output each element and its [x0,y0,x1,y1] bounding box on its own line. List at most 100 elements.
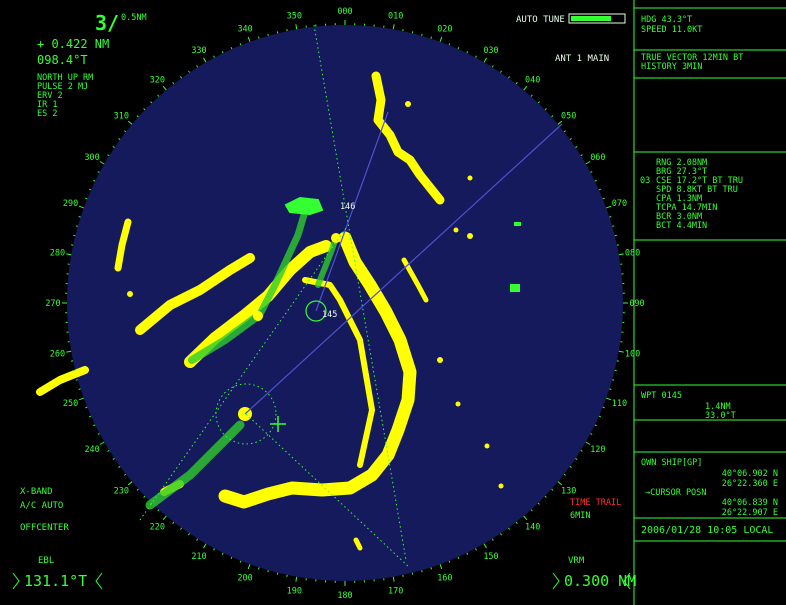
tick [295,24,298,30]
ebl-value: 131.1°T [24,572,87,590]
tick [295,576,298,582]
tick [515,82,518,85]
tick [97,171,100,173]
tick [466,51,469,54]
history: HISTORY 3MIN [641,62,702,72]
bearing-label: 170 [388,587,403,597]
bearing-label: 330 [191,46,206,56]
tick [612,225,615,227]
range-scale: 3/ [95,11,119,35]
mode: PULSE 2 MJ [37,82,88,92]
tick [598,415,601,418]
tick [575,146,578,148]
tick [602,197,605,200]
heading: HDG 43.3°T [641,15,692,25]
bearing-label: 210 [191,552,206,562]
tick [150,101,153,104]
tick [257,567,260,570]
ebl-arrow [12,572,20,590]
tick [421,33,423,36]
cursor-lat: 40°06.839 N [722,498,778,508]
tick [537,502,540,505]
tick [136,115,139,118]
tick [563,473,566,476]
bearing-scale [62,20,628,586]
bearing-label: 260 [50,350,65,360]
tick [580,154,583,157]
tick [606,205,612,209]
tick [491,538,494,541]
tick [162,85,167,91]
tick [85,406,88,409]
tick [99,441,105,445]
own-lon: 26°22.360 E [722,479,778,489]
tick [239,43,242,46]
tick [267,570,269,573]
target-number: 03 [640,176,650,186]
tick [551,115,554,118]
tick [143,495,146,498]
tick [267,33,269,36]
tick [230,556,233,559]
bearing-label: 280 [50,248,65,258]
tick [507,76,510,79]
bearing-label: 340 [237,25,252,35]
tick [107,449,110,452]
bearing-label: 000 [337,7,352,17]
tick [563,130,566,133]
tick [136,488,139,491]
datetime: 2006/01/28 10:05 LOCAL [641,525,773,536]
tick [247,564,251,570]
tick [466,552,469,555]
bearing-label: 030 [483,46,498,56]
tick [523,515,528,521]
bearing-label: 150 [483,552,498,562]
waypoint: WPT 0145 [641,391,682,401]
tick [172,521,175,524]
tick [448,560,451,563]
tick [580,449,583,452]
offcenter: OFFCENTER [20,523,69,533]
tick [188,533,190,536]
bearing-label: 040 [525,75,540,85]
tick [127,481,133,486]
tick [127,120,133,125]
bearing-label: 130 [561,487,576,497]
vrm-value: 0.300 NM [564,572,636,590]
tick [89,415,92,418]
tick [507,527,510,530]
mode: NORTH UP RM [37,73,93,83]
bearing-label: 310 [114,111,129,121]
tick [196,538,199,541]
tick [500,533,502,536]
tick [609,215,612,218]
tick [75,225,78,227]
tick [612,379,615,381]
tick [392,24,395,30]
vrm-label: VRM [568,556,585,566]
tick [180,527,183,530]
tick [500,70,502,73]
bearing-label: 110 [612,399,627,409]
bearing-label: 090 [629,299,644,309]
target-label: 146 [340,202,355,212]
bearing-label: 250 [63,399,78,409]
tick [97,433,100,435]
time-trail: TIME TRAIL [570,498,621,508]
mode: ES 2 [37,109,57,119]
bearing-label: 160 [437,573,452,583]
target-line: TCPA 14.7MIN [656,203,717,213]
tick [439,36,443,42]
ebl-label: EBL [38,556,54,566]
tick [85,197,88,200]
bearing-label: 020 [437,25,452,35]
bearing-label: 220 [150,523,165,533]
tick [421,570,423,573]
tick [230,47,233,50]
target-line: SPD 8.8KT BT TRU [656,185,738,195]
own-lat: 40°06.902 N [722,469,778,479]
tick [172,82,175,85]
bearing-label: 320 [150,75,165,85]
target-line: BCR 3.0NM [656,212,702,222]
tick [544,495,547,498]
